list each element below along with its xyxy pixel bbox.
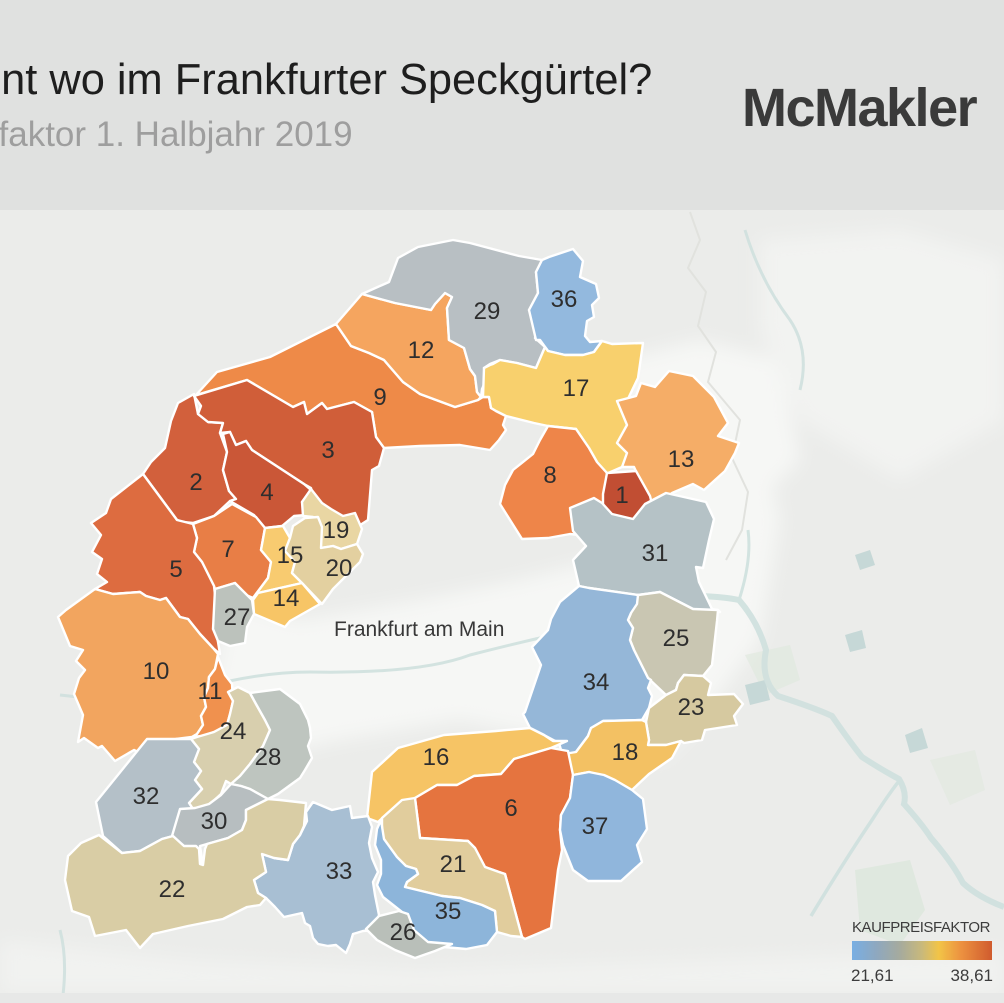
svg-text:33: 33	[326, 858, 353, 885]
svg-text:28: 28	[255, 744, 282, 771]
svg-text:37: 37	[582, 813, 609, 840]
svg-text:17: 17	[563, 375, 590, 402]
svg-text:25: 25	[663, 625, 690, 652]
svg-text:38,61: 38,61	[950, 966, 993, 985]
svg-text:19: 19	[323, 517, 350, 544]
svg-text:2: 2	[189, 469, 202, 496]
svg-text:9: 9	[373, 384, 386, 411]
svg-text:14: 14	[273, 585, 300, 612]
svg-text:35: 35	[435, 898, 462, 925]
svg-text:24: 24	[220, 718, 247, 745]
svg-text:5: 5	[169, 556, 182, 583]
svg-text:Frankfurt am Main: Frankfurt am Main	[334, 618, 504, 641]
svg-text:11: 11	[198, 678, 223, 705]
svg-text:36: 36	[551, 286, 578, 313]
svg-text:1: 1	[615, 482, 628, 509]
svg-text:34: 34	[583, 669, 610, 696]
svg-text:32: 32	[133, 783, 160, 810]
svg-text:21: 21	[440, 851, 467, 878]
svg-text:15: 15	[277, 542, 304, 569]
svg-text:29: 29	[474, 298, 501, 325]
svg-text:18: 18	[612, 739, 639, 766]
svg-text:7: 7	[221, 536, 234, 563]
svg-text:12: 12	[408, 337, 435, 364]
svg-text:23: 23	[678, 694, 705, 721]
svg-text:26: 26	[390, 919, 417, 946]
svg-text:8: 8	[543, 462, 556, 489]
svg-text:27: 27	[224, 604, 251, 631]
svg-text:21,61: 21,61	[851, 966, 894, 985]
svg-text:6: 6	[504, 795, 517, 822]
svg-text:13: 13	[668, 446, 695, 473]
svg-text:30: 30	[201, 808, 228, 835]
svg-text:16: 16	[423, 744, 450, 771]
svg-text:31: 31	[642, 540, 669, 567]
svg-text:KAUFPREISFAKTOR: KAUFPREISFAKTOR	[852, 919, 991, 936]
svg-text:10: 10	[143, 658, 170, 685]
svg-text:22: 22	[159, 876, 186, 903]
svg-text:20: 20	[326, 555, 353, 582]
svg-text:3: 3	[321, 437, 334, 464]
svg-text:4: 4	[260, 479, 273, 506]
